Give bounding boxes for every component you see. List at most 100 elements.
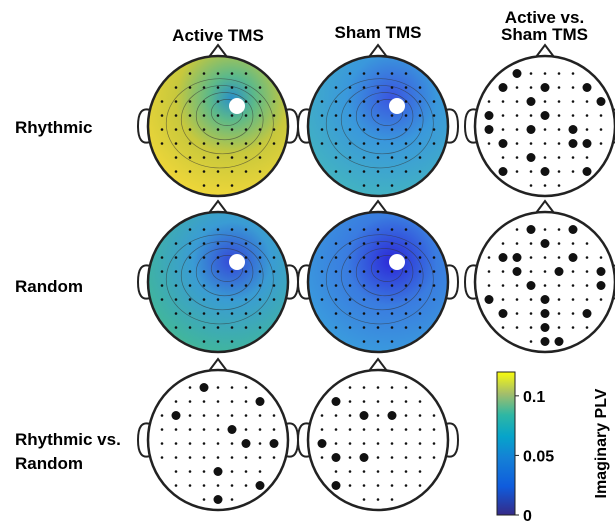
electrode (258, 442, 262, 445)
electrode (515, 142, 519, 145)
electrode (258, 284, 262, 287)
contour (370, 99, 404, 126)
electrode (404, 442, 408, 445)
electrode (272, 414, 276, 417)
electrode (188, 442, 192, 445)
electrode (529, 270, 533, 273)
electrode (571, 242, 575, 245)
electrode (348, 414, 352, 417)
electrode (272, 128, 276, 131)
electrode (230, 72, 234, 75)
electrode (258, 156, 262, 159)
head-outline (473, 54, 615, 198)
electrode (512, 267, 522, 276)
head (463, 43, 615, 198)
electrode (526, 97, 536, 106)
electrode (418, 270, 422, 273)
electrode (174, 326, 178, 329)
electrode (571, 156, 575, 159)
electrode (334, 414, 338, 417)
head (296, 199, 460, 354)
electrode (216, 414, 220, 417)
electrode (272, 456, 276, 459)
electrode (501, 100, 505, 103)
electrode (272, 114, 276, 117)
electrode (571, 100, 575, 103)
electrode (188, 114, 192, 117)
electrode (501, 270, 505, 273)
electrode (244, 156, 248, 159)
electrode (376, 498, 380, 501)
electrode (216, 72, 220, 75)
electrode (230, 114, 234, 117)
electrode (376, 400, 380, 403)
electrode (334, 142, 338, 145)
electrode (174, 100, 178, 103)
electrode (515, 128, 519, 131)
electrode (404, 72, 408, 75)
electrode (596, 281, 606, 290)
electrode (376, 72, 380, 75)
electrode (244, 128, 248, 131)
electrode (390, 114, 394, 117)
electrode (529, 114, 533, 117)
head-nose (535, 199, 555, 214)
head-ear (136, 264, 151, 300)
electrode (376, 414, 380, 417)
head-nose (368, 357, 388, 372)
electrode (568, 225, 578, 234)
electrode (529, 256, 533, 259)
electrode (404, 242, 408, 245)
electrode (418, 326, 422, 329)
electrode (390, 72, 394, 75)
electrode (188, 284, 192, 287)
electrode (390, 340, 394, 343)
electrode (188, 256, 192, 259)
electrode (230, 400, 234, 403)
electrode (174, 284, 178, 287)
electrode (487, 100, 491, 103)
electrode (529, 170, 533, 173)
electrode (230, 128, 234, 131)
head-outline (306, 210, 450, 354)
electrode (362, 326, 366, 329)
electrode (568, 139, 578, 148)
electrode (216, 284, 220, 287)
electrode (501, 114, 505, 117)
electrode (230, 228, 234, 231)
electrode (362, 312, 366, 315)
electrode (230, 498, 234, 501)
electrode (258, 114, 262, 117)
electrode (216, 400, 220, 403)
electrode (160, 142, 164, 145)
electrode (348, 326, 352, 329)
electrode (362, 256, 366, 259)
electrode (418, 170, 422, 173)
electrode (543, 228, 547, 231)
electrode (362, 242, 366, 245)
electrode (244, 170, 248, 173)
electrode (362, 386, 366, 389)
head-ear (296, 264, 311, 300)
electrode (216, 184, 220, 187)
head-ear (445, 264, 460, 300)
electrode (543, 270, 547, 273)
electrode (202, 242, 206, 245)
electrode (334, 428, 338, 431)
electrode (216, 386, 220, 389)
electrode (216, 128, 220, 131)
head-ear (136, 422, 151, 458)
colorbar-tick-label: 0.1 (523, 389, 545, 406)
electrode (432, 284, 436, 287)
electrode (334, 284, 338, 287)
electrode (320, 256, 324, 259)
electrode (272, 284, 276, 287)
electrode (543, 100, 547, 103)
electrode (272, 256, 276, 259)
electrode (515, 326, 519, 329)
electrode (432, 298, 436, 301)
electrode (244, 270, 248, 273)
electrode (348, 470, 352, 473)
